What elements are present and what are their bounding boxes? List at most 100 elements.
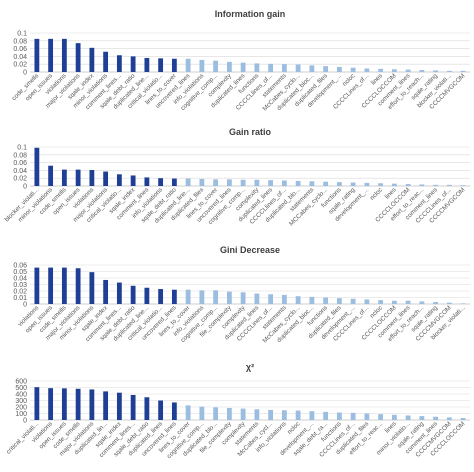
- bar-18: [268, 63, 274, 72]
- bar-1: [34, 387, 40, 420]
- bar-10: [158, 58, 164, 72]
- bar-28: [405, 415, 411, 420]
- y-tick-label: 0.06: [13, 160, 27, 167]
- bar-14: [213, 179, 219, 186]
- bar-1: [34, 267, 40, 304]
- bar-7: [116, 282, 122, 304]
- x-tick-label: ncloc: [369, 186, 384, 201]
- bar-15: [226, 291, 232, 304]
- y-tick-label: 0.04: [13, 168, 27, 175]
- bar-21: [309, 181, 315, 186]
- bar-27: [391, 300, 397, 304]
- bar-17: [254, 179, 260, 186]
- y-tick-label: 0.05: [13, 269, 27, 276]
- bar-26: [378, 300, 384, 304]
- y-tick-label: 0.02: [13, 289, 27, 296]
- bar-16: [240, 179, 246, 186]
- bar-24: [350, 298, 356, 304]
- y-tick-label: 0: [23, 184, 27, 191]
- bar-8: [130, 394, 136, 420]
- bar-31: [446, 70, 452, 72]
- bar-18: [268, 409, 274, 420]
- bar-3: [61, 169, 67, 186]
- bar-6: [103, 279, 109, 304]
- bar-12: [185, 58, 191, 72]
- bar-30: [433, 302, 439, 304]
- chart-title: χ²: [246, 362, 254, 372]
- bar-4: [75, 169, 81, 186]
- bar-12: [185, 178, 191, 186]
- bar-16: [240, 408, 246, 420]
- bar-23: [336, 412, 342, 420]
- bar-31: [446, 302, 452, 304]
- bar-29: [419, 70, 425, 72]
- bar-24: [350, 182, 356, 186]
- y-tick-label: 0.03: [13, 282, 27, 289]
- bar-17: [254, 409, 260, 420]
- bar-8: [130, 285, 136, 304]
- bar-29: [419, 184, 425, 186]
- y-tick-label: 0: [23, 70, 27, 77]
- bar-2: [48, 165, 54, 186]
- bar-12: [185, 405, 191, 420]
- bar-19: [281, 294, 287, 304]
- bar-7: [116, 174, 122, 186]
- bar-25: [364, 413, 370, 420]
- bar-13: [199, 178, 205, 186]
- bar-31: [446, 417, 452, 420]
- bar-18: [268, 294, 274, 304]
- bar-5: [89, 272, 95, 304]
- bar-19: [281, 180, 287, 186]
- y-tick-label: 0.04: [13, 54, 27, 61]
- bar-17: [254, 293, 260, 304]
- bar-32: [460, 185, 466, 186]
- bar-32: [460, 418, 466, 420]
- y-tick-label: 200: [15, 405, 27, 412]
- y-tick-label: 300: [15, 398, 27, 405]
- y-tick-label: 0.01: [13, 295, 27, 302]
- y-tick-label: 0.08: [13, 38, 27, 45]
- bar-9: [144, 287, 150, 304]
- bar-10: [158, 400, 164, 420]
- bar-31: [446, 184, 452, 186]
- chart-title: Information gain: [215, 9, 286, 19]
- bar-17: [254, 63, 260, 72]
- bar-23: [336, 182, 342, 186]
- bar-2: [48, 38, 54, 72]
- bar-7: [116, 55, 122, 72]
- bar-21: [309, 411, 315, 420]
- bar-20: [295, 410, 301, 420]
- y-tick-label: 0: [23, 418, 27, 425]
- chart-title: Gini Decrease: [220, 245, 280, 255]
- bar-11: [171, 58, 177, 72]
- y-tick-label: 0.02: [13, 176, 27, 183]
- y-tick-label: 0: [23, 302, 27, 309]
- bar-13: [199, 290, 205, 304]
- chart-title: Gain ratio: [229, 127, 272, 137]
- bar-32: [460, 70, 466, 72]
- bar-14: [213, 407, 219, 420]
- bar-20: [295, 180, 301, 186]
- bar-26: [378, 183, 384, 186]
- bar-30: [433, 416, 439, 420]
- bar-6: [103, 51, 109, 72]
- bar-9: [144, 177, 150, 186]
- bar-4: [75, 388, 81, 420]
- bar-32: [460, 303, 466, 304]
- bar-25: [364, 182, 370, 186]
- bar-22: [323, 181, 329, 186]
- bar-8: [130, 175, 136, 186]
- y-tick-label: 0.06: [13, 263, 27, 270]
- bar-22: [323, 411, 329, 420]
- bar-21: [309, 296, 315, 304]
- bar-13: [199, 406, 205, 420]
- bar-26: [378, 414, 384, 420]
- bar-5: [89, 170, 95, 186]
- y-tick-label: 500: [15, 385, 27, 392]
- bar-20: [295, 296, 301, 304]
- bar-27: [391, 183, 397, 186]
- chart-panel-1: Information gain00.020.040.060.080.1code…: [11, 9, 470, 113]
- bar-28: [405, 184, 411, 186]
